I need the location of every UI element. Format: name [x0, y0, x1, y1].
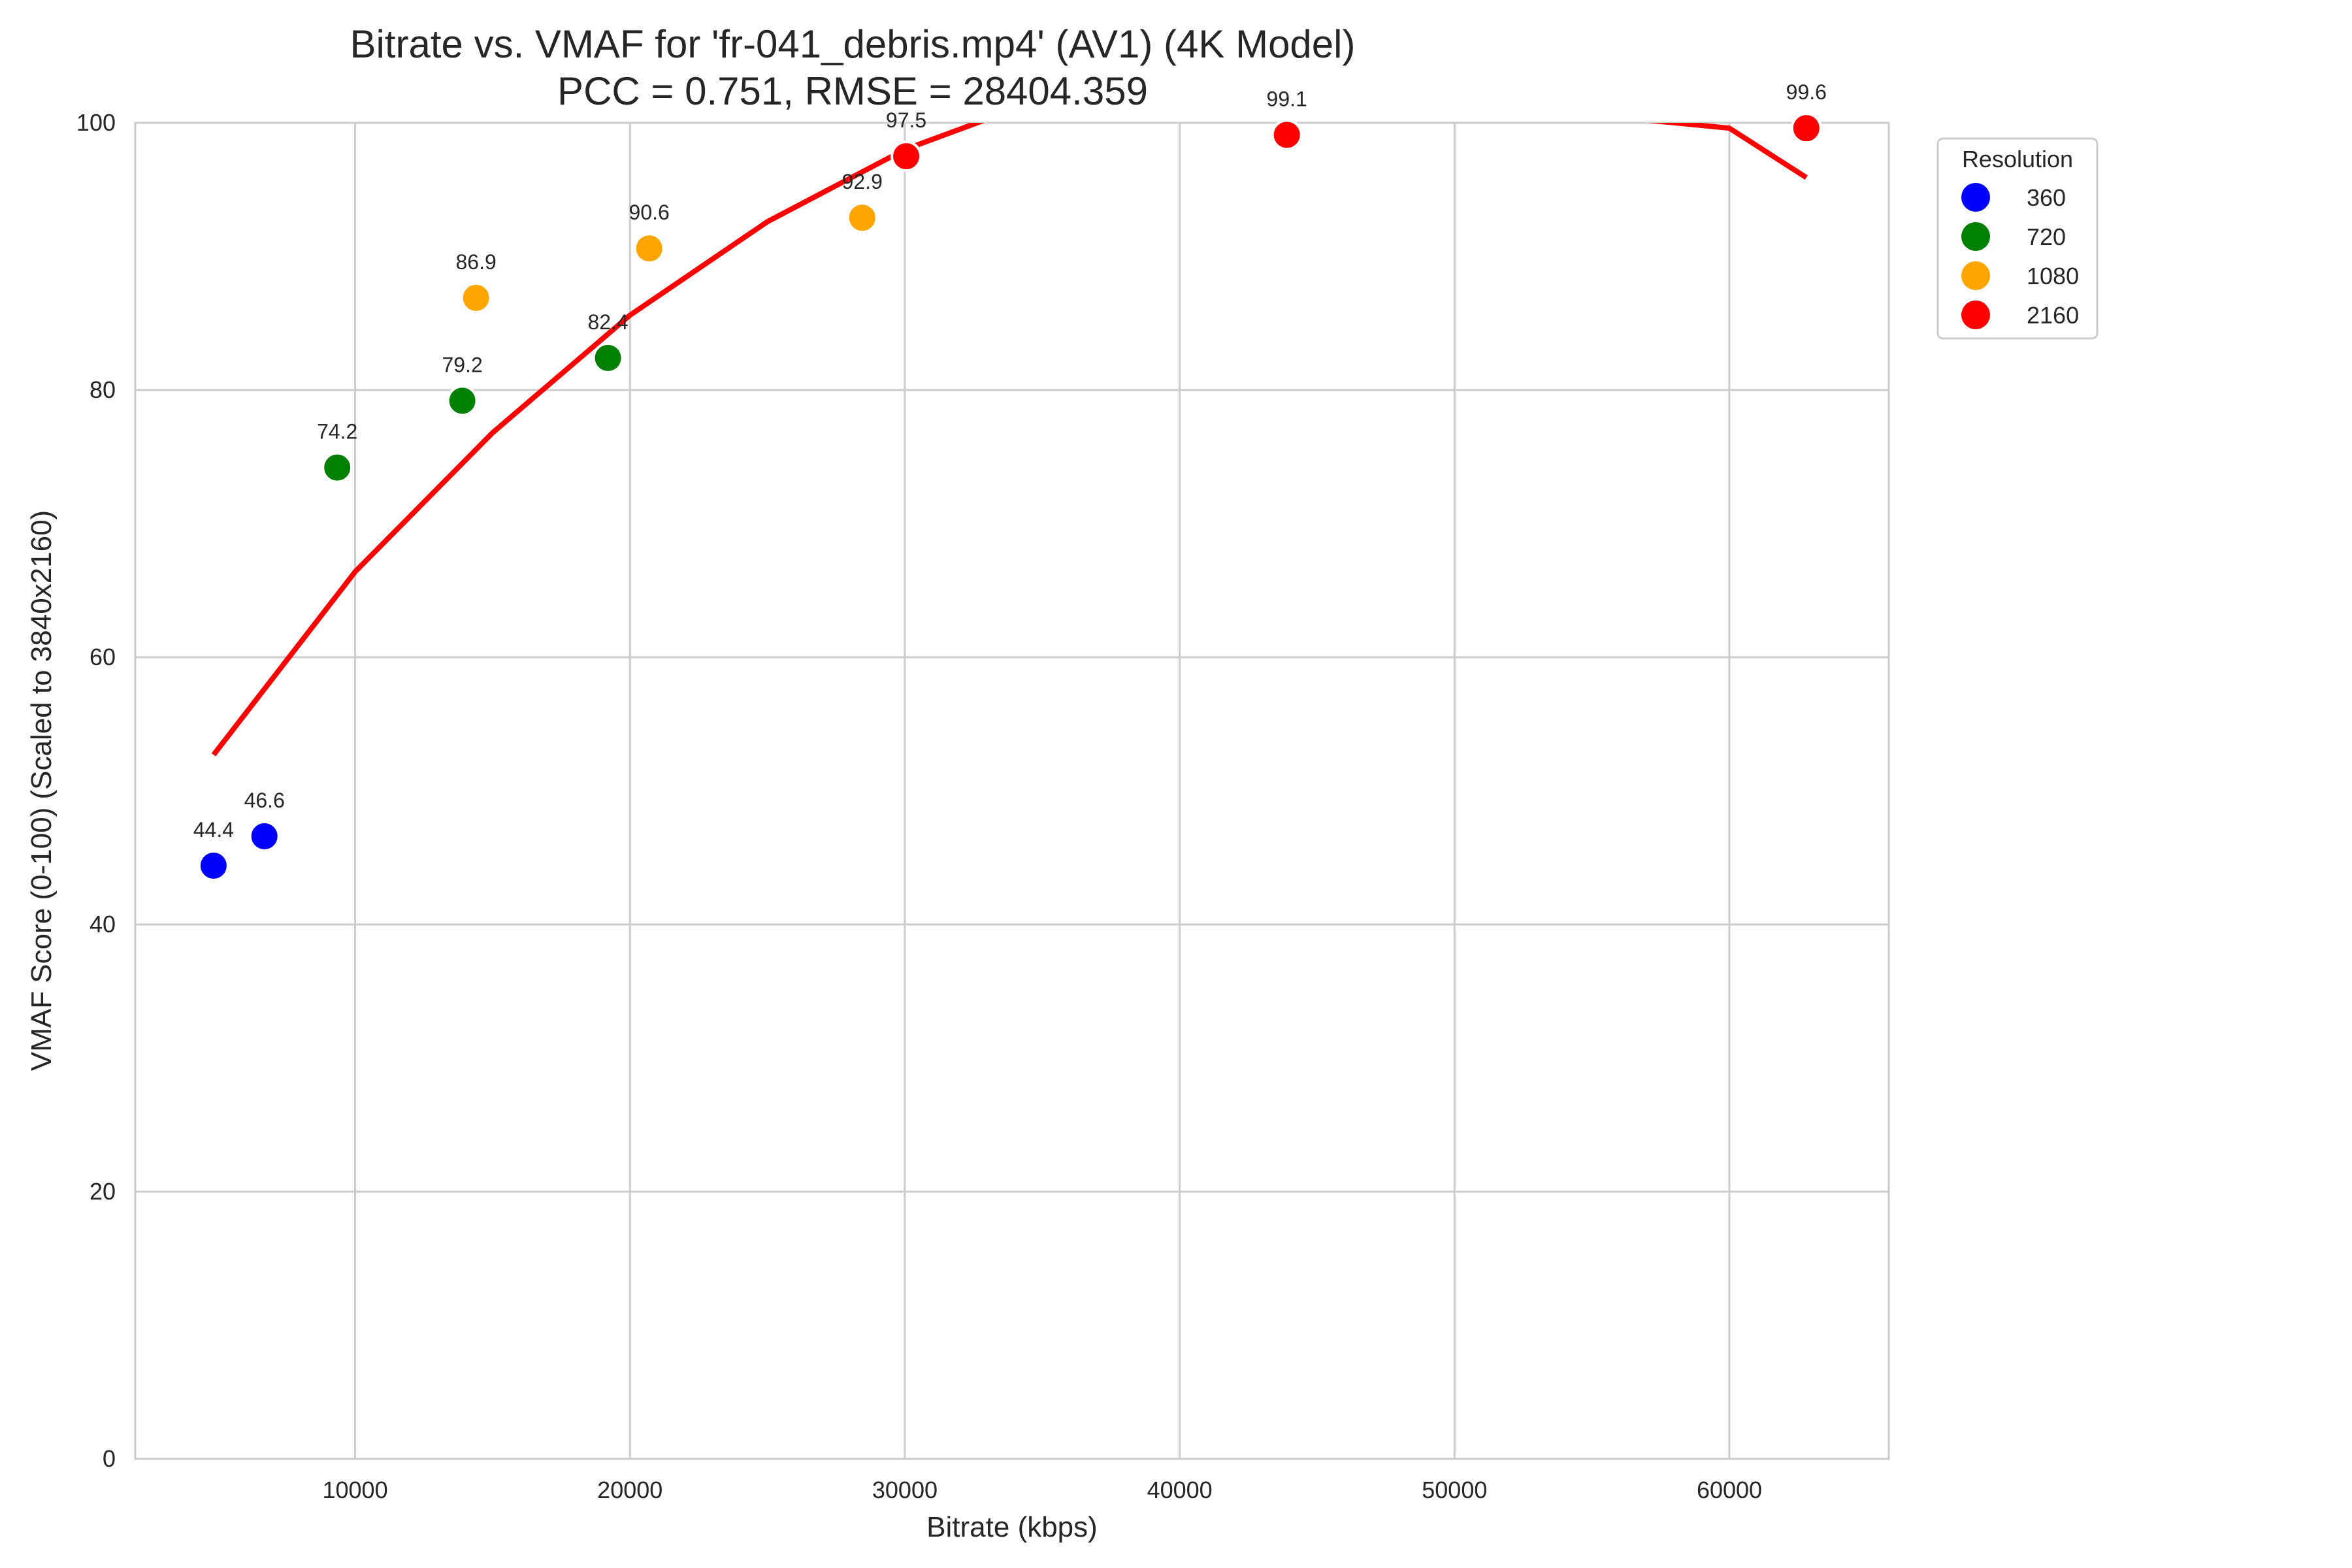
y-tick-label: 0 — [103, 1445, 116, 1472]
x-tick-label: 10000 — [322, 1477, 387, 1503]
data-point — [321, 451, 353, 483]
data-label: 82.4 — [587, 310, 628, 334]
grid — [135, 122, 1889, 1460]
fit-curve — [211, 123, 1808, 757]
legend: Resolution 360 720 1080 2160 — [1936, 137, 2099, 340]
data-point — [633, 233, 665, 265]
legend-entry-label: 2160 — [2027, 302, 2079, 329]
x-tick-label: 50000 — [1422, 1477, 1487, 1503]
legend-entry-label: 360 — [2027, 184, 2066, 211]
data-point — [460, 282, 492, 314]
data-point — [1790, 112, 1822, 144]
data-label: 46.6 — [244, 789, 285, 812]
data-point — [446, 385, 478, 417]
data-point — [1271, 119, 1303, 151]
legend-marker — [1961, 183, 1990, 212]
data-point — [197, 850, 229, 882]
legend-marker — [1961, 222, 1990, 251]
data-label: 90.6 — [629, 201, 670, 224]
legend-marker — [1961, 261, 1990, 290]
plot-frame — [134, 122, 1890, 1460]
fit-line-layer — [211, 123, 1808, 757]
data-point — [890, 140, 923, 172]
y-tick-label: 80 — [90, 376, 116, 403]
chart-subtitle: PCC = 0.751, RMSE = 28404.359 — [557, 69, 1148, 113]
x-tick-label: 30000 — [872, 1477, 938, 1503]
data-label: 86.9 — [456, 250, 497, 274]
legend-title: Resolution — [1962, 146, 2073, 172]
ticks-layer: 10000 20000 30000 40000 50000 60000 0 20 40 60 80 1… — [76, 109, 1762, 1503]
data-point — [846, 202, 878, 234]
points-layer — [197, 112, 1822, 882]
data-labels-layer: 44.4 46.6 74.2 79.2 82.4 86.9 90.6 92.9 97.5 99.1… — [193, 80, 1827, 841]
data-label: 79.2 — [442, 353, 482, 376]
data-label: 92.9 — [842, 170, 883, 193]
x-tick-label: 20000 — [597, 1477, 662, 1503]
data-label: 99.1 — [1267, 87, 1307, 110]
y-axis-label: VMAF Score (0-100) (Scaled to 3840x2160) — [25, 510, 57, 1071]
data-label: 44.4 — [193, 818, 234, 841]
x-tick-label: 40000 — [1147, 1477, 1213, 1503]
x-tick-label: 60000 — [1697, 1477, 1762, 1503]
y-tick-label: 100 — [76, 109, 116, 136]
data-point — [248, 821, 280, 853]
legend-entry-label: 720 — [2027, 223, 2066, 250]
x-axis-label: Bitrate (kbps) — [926, 1511, 1098, 1543]
y-tick-label: 40 — [90, 911, 116, 938]
legend-entry-label: 1080 — [2027, 263, 2079, 289]
data-label: 97.5 — [886, 108, 926, 132]
data-label: 99.6 — [1786, 80, 1827, 104]
y-tick-label: 60 — [90, 644, 116, 670]
data-label: 74.2 — [317, 420, 357, 444]
legend-marker — [1961, 301, 1990, 329]
chart-title: Bitrate vs. VMAF for 'fr-041_debris.mp4'… — [350, 22, 1356, 66]
y-tick-label: 20 — [90, 1178, 116, 1205]
data-point — [592, 342, 624, 374]
